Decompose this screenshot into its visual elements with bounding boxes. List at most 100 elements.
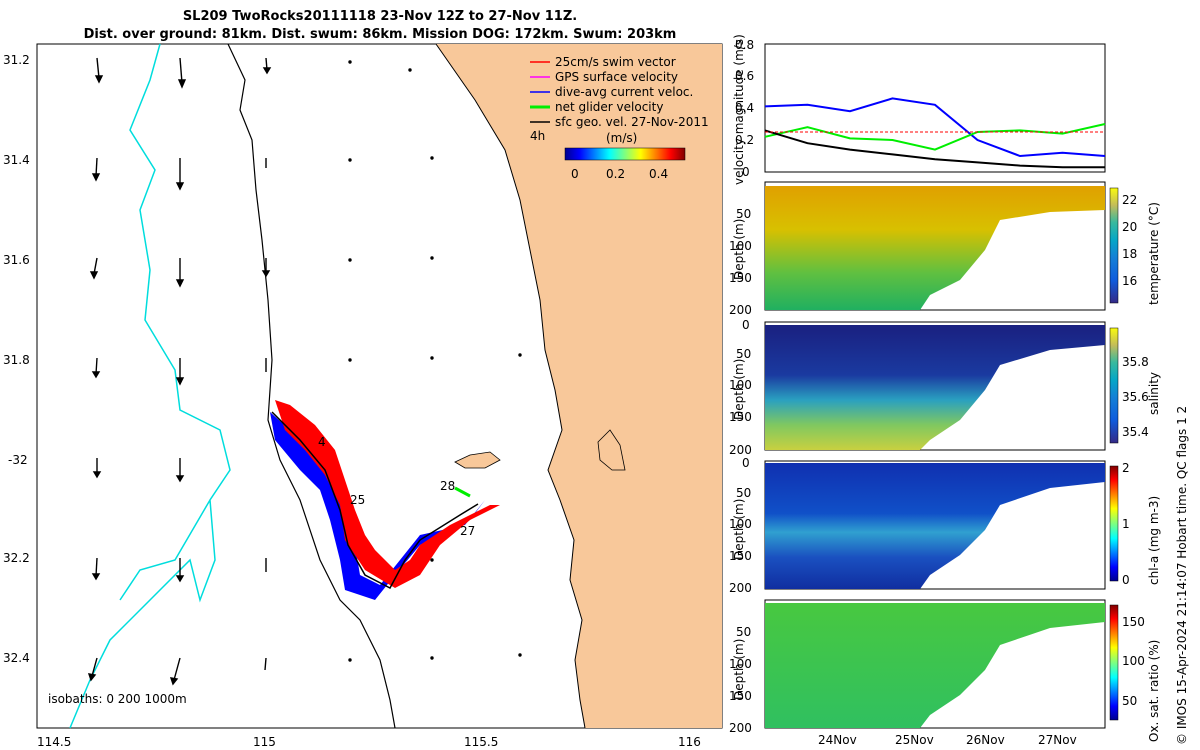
ox-ytick-2: 150	[729, 689, 752, 703]
legend-gps: GPS surface velocity	[555, 70, 678, 84]
sal-cbar-tick-0: 35.8	[1122, 355, 1149, 369]
ox-ytick-1: 100	[729, 657, 752, 671]
chl-ytick-2: 100	[729, 517, 752, 531]
coastline	[435, 43, 586, 729]
credit-text: © IMOS 15-Apr-2024 21:14:07 Hobart time.…	[1175, 406, 1189, 745]
vel-ylabel: velocity magnitude (m/s)	[732, 34, 746, 185]
legend-swim: 25cm/s swim vector	[555, 55, 676, 69]
chla-panel: 0 50 100 150 200 Depth (m) 2 1 0 chl-a (…	[729, 456, 1161, 595]
chl-ytick-3: 150	[729, 549, 752, 563]
vel-ytick-0: 0	[742, 165, 750, 179]
legend-net: net glider velocity	[555, 100, 663, 114]
map-legend: 25cm/s swim vector GPS surface velocity …	[530, 55, 709, 181]
ox-cbar-label: Ox. sat. ratio (%)	[1147, 640, 1161, 742]
map-ytick-1: 31.4	[3, 153, 30, 167]
interval-label: 4h	[530, 129, 545, 143]
map-ytick-0: 31.2	[3, 53, 30, 67]
velocity-panel: 0 0.2 0.4 0.6 0.8 velocity magnitude (m/…	[732, 34, 1106, 185]
isobath-1000m	[69, 43, 231, 729]
time-tick-1: 25Nov	[895, 733, 934, 747]
map-ytick-3: 31.8	[3, 353, 30, 367]
sal-ylabel: Depth (m)	[732, 359, 746, 420]
map-x-ticks: 114.5 115 115.5 116	[37, 735, 701, 749]
ox-cbar-tick-0: 150	[1122, 615, 1145, 629]
map-y-ticks: 31.2 31.4 31.6 31.8 -32 32.2 32.4	[3, 53, 30, 665]
vel-ytick-2: 0.4	[735, 101, 754, 115]
day-label-24: 4	[318, 435, 326, 449]
salinity-panel: 0 50 100 150 200 Depth (m) 35.8 35.6 35.…	[729, 318, 1161, 457]
temp-cbar-tick-3: 16	[1122, 274, 1137, 288]
velocity-line-2	[764, 129, 1105, 169]
time-tick-2: 26Nov	[966, 733, 1005, 747]
velocity-line-1	[764, 123, 1106, 151]
sal-cbar-tick-2: 35.4	[1122, 425, 1149, 439]
speed-colorbar	[564, 147, 686, 161]
temp-section	[765, 186, 1105, 310]
vel-ytick-4: 0.8	[735, 38, 754, 52]
legend-dive: dive-avg current veloc.	[555, 85, 693, 99]
ox-cbar-tick-2: 50	[1122, 694, 1137, 708]
island-small	[597, 429, 626, 471]
chl-cbar-tick-1: 1	[1122, 517, 1130, 531]
time-tick-3: 27Nov	[1038, 733, 1077, 747]
temp-ytick-1: 100	[729, 239, 752, 253]
map-xtick-1: 115	[253, 735, 276, 749]
day-label-25: 25	[350, 493, 365, 507]
map-ytick-6: 32.4	[3, 651, 30, 665]
temp-ylabel: Depth (m)	[732, 219, 746, 280]
chl-cbar-label: chl-a (mg m-3)	[1147, 496, 1161, 585]
ox-ytick-0: 50	[736, 625, 751, 639]
chl-cbar-tick-2: 0	[1122, 573, 1130, 587]
temp-cbar-tick-1: 20	[1122, 220, 1137, 234]
isobath-200m	[227, 43, 396, 729]
land-mass	[436, 44, 722, 728]
temp-cbar-tick-2: 18	[1122, 247, 1137, 261]
geostrophic-vectors	[87, 57, 522, 686]
colorbar-tick-1: 0.2	[606, 167, 625, 181]
map-ytick-5: 32.2	[3, 551, 30, 565]
temp-cbar-tick-0: 22	[1122, 193, 1137, 207]
vel-ytick-3: 0.6	[735, 69, 754, 83]
chl-cbar-tick-0: 2	[1122, 461, 1130, 475]
ox-cbar-tick-1: 100	[1122, 654, 1145, 668]
temperature-panel: 50 100 150 200 Depth (m) 22 20 18 16 tem…	[729, 181, 1161, 317]
sal-ytick-4: 200	[729, 443, 752, 457]
sal-ytick-0: 0	[742, 318, 750, 332]
colorbar-tick-0: 0	[571, 167, 579, 181]
colorbar-tick-2: 0.4	[649, 167, 668, 181]
chart-title: SL209 TwoRocks20111118 23-Nov 12Z to 27-…	[182, 9, 578, 24]
legend-sfc: sfc geo. vel. 27-Nov-2011	[555, 115, 709, 129]
sal-ytick-1: 50	[736, 347, 751, 361]
glider-track	[271, 411, 479, 590]
ox-section	[765, 603, 1105, 728]
vel-ytick-1: 0.2	[735, 133, 754, 147]
oxygen-panel: 50 100 150 200 Depth (m) 150 100 50 Ox. …	[729, 599, 1161, 742]
chl-ylabel: Depth (m)	[732, 499, 746, 560]
temp-ytick-0: 50	[736, 207, 751, 221]
colorbar-title: (m/s)	[606, 131, 637, 145]
ox-colorbar	[1109, 604, 1119, 721]
island	[454, 451, 501, 469]
sal-cbar-label: salinity	[1147, 372, 1161, 415]
time-axis: 24Nov 25Nov 26Nov 27Nov	[818, 733, 1077, 747]
ox-ytick-3: 200	[729, 721, 752, 735]
day-label-27: 27	[460, 524, 475, 538]
chl-ytick-4: 200	[729, 581, 752, 595]
velocity-line-0	[764, 97, 1106, 158]
net-velocity-segment	[454, 486, 471, 498]
chl-section	[765, 463, 1105, 589]
chart-subtitle: Dist. over ground: 81km. Dist. swum: 86k…	[83, 27, 677, 42]
day-label-28: 28	[440, 479, 455, 493]
sal-cbar-tick-1: 35.6	[1122, 390, 1149, 404]
velocity-frame	[764, 43, 1106, 173]
map-xtick-0: 114.5	[37, 735, 71, 749]
ox-ylabel: Depth (m)	[732, 639, 746, 700]
sal-ytick-2: 100	[729, 378, 752, 392]
temp-colorbar	[1109, 187, 1119, 304]
temp-ytick-2: 150	[729, 271, 752, 285]
temp-ytick-3: 200	[729, 303, 752, 317]
chl-colorbar	[1109, 465, 1119, 582]
chl-ytick-1: 50	[736, 486, 751, 500]
time-tick-0: 24Nov	[818, 733, 857, 747]
